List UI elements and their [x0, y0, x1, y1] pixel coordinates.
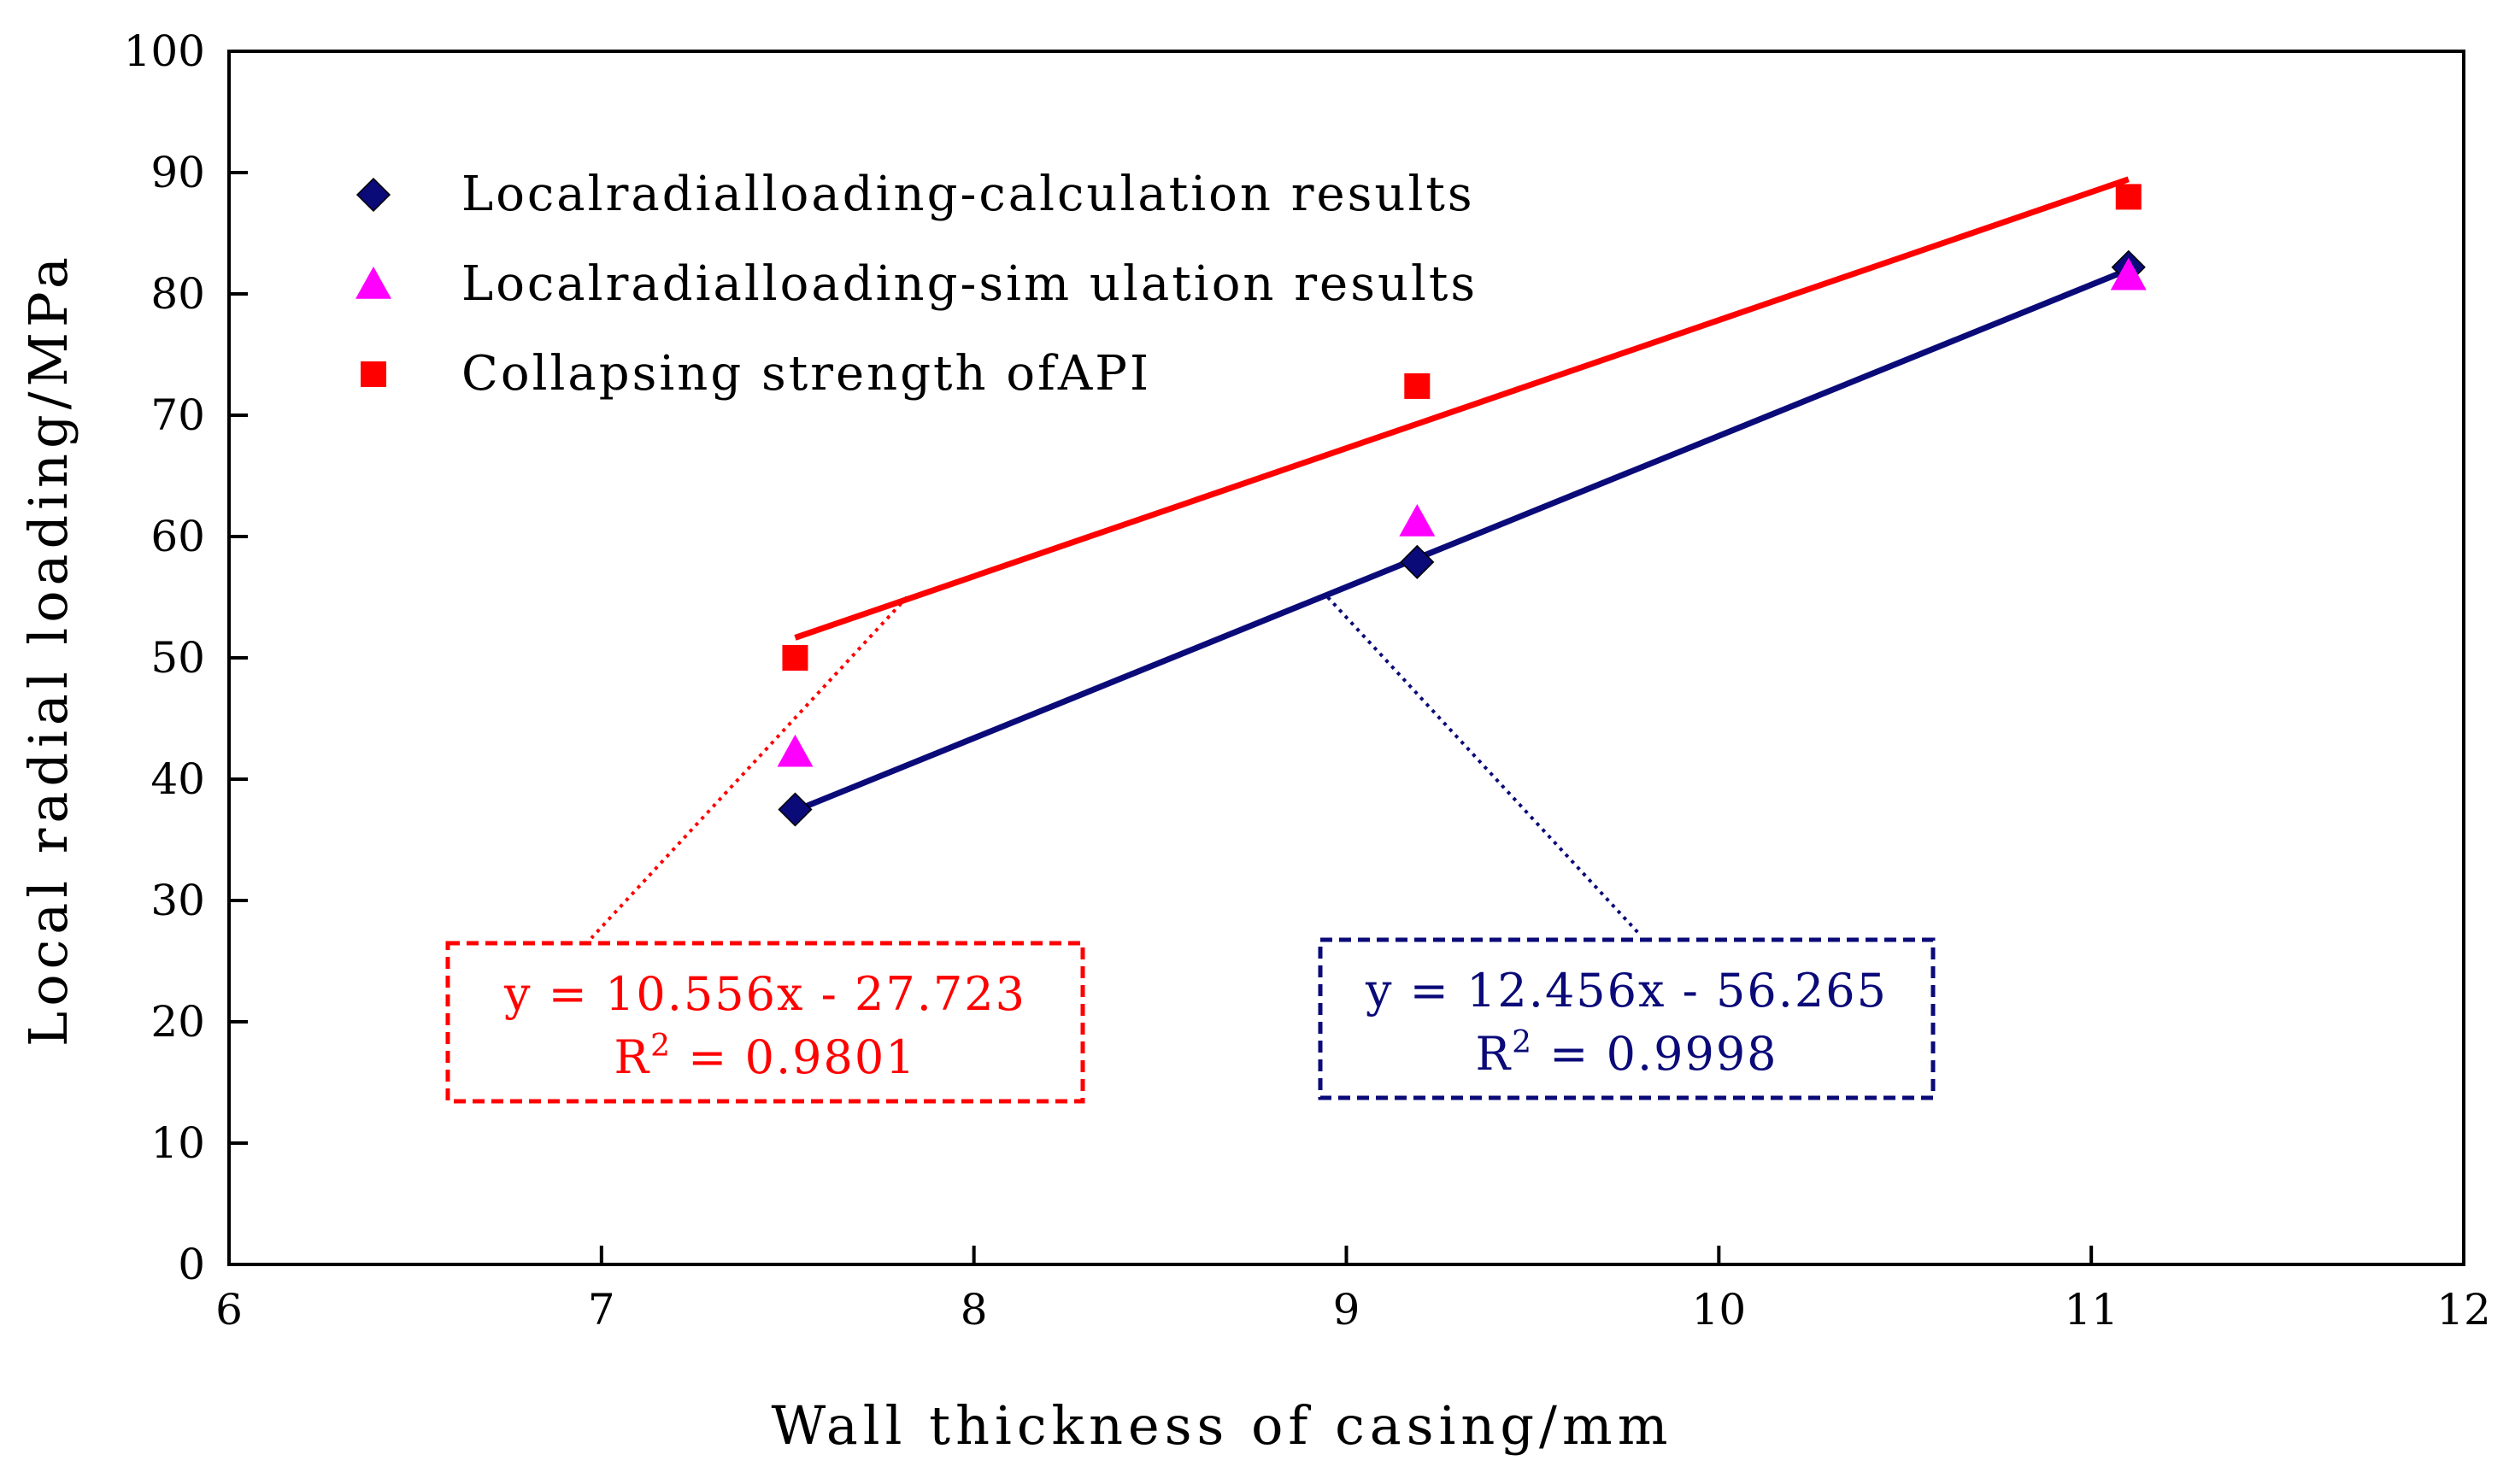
legend: Localradialloading-calculation results Lo…	[356, 167, 1478, 402]
y-axis: 0 10 20 30 40 50 60 70 80 90 100	[124, 26, 248, 1289]
data-point-square	[2115, 184, 2142, 210]
y-tick-label: 50	[150, 633, 205, 683]
legend-marker-square	[361, 361, 386, 387]
x-tick-label: 7	[588, 1285, 615, 1334]
data-point-diamond	[1400, 544, 1435, 579]
y-tick-label: 80	[150, 269, 205, 319]
trendline-annotations: y = 10.556x - 27.723 R2 = 0.9801 y = 12.45…	[445, 595, 1936, 1104]
legend-marker-triangle	[356, 267, 391, 299]
trendline-calculation	[794, 267, 2130, 814]
legend-label: Localradialloading-sim ulation results	[461, 256, 1478, 312]
annotation-box	[445, 941, 1085, 1104]
y-tick-label: 10	[150, 1118, 205, 1168]
data-point-diamond	[778, 792, 813, 827]
legend-marker-diamond	[356, 177, 391, 213]
y-tick-label: 100	[124, 26, 205, 76]
trendline-api	[794, 176, 2130, 641]
legend-label: Localradialloading-calculation results	[461, 167, 1475, 222]
data-point-triangle	[777, 734, 814, 767]
x-tick-label: 10	[1692, 1285, 1747, 1334]
x-axis: 6 7 8 9 10 11 12	[215, 1246, 2491, 1334]
trendline-r-squared: R2 = 0.9801	[614, 1029, 916, 1084]
data-point-square	[782, 645, 808, 671]
y-tick-label: 90	[150, 148, 205, 197]
x-tick-label: 8	[961, 1285, 988, 1334]
data-point-triangle	[2110, 257, 2147, 290]
trendlines	[794, 176, 2130, 814]
trendline-equation: y = 10.556x - 27.723	[503, 967, 1026, 1021]
annotation-leader-line	[590, 595, 908, 940]
x-tick-label: 11	[2064, 1285, 2118, 1334]
x-tick-label: 6	[215, 1285, 243, 1334]
y-tick-label: 40	[150, 754, 205, 804]
trendline-equation: y = 12.456x - 56.265	[1365, 964, 1888, 1018]
y-axis-title: Local radial loading/MPa	[17, 252, 79, 1047]
y-tick-label: 30	[150, 876, 205, 925]
y-tick-label: 0	[178, 1240, 205, 1289]
x-axis-title: Wall thickness of casing/mm	[771, 1394, 1672, 1457]
data-markers	[777, 184, 2147, 827]
data-point-square	[1404, 372, 1431, 399]
y-tick-label: 70	[150, 390, 205, 440]
trendline-r-squared: R2 = 0.9998	[1475, 1025, 1778, 1081]
legend-label: Collapsing strength ofAPI	[461, 346, 1151, 402]
data-point-triangle	[1399, 503, 1436, 537]
annotation-box	[1318, 937, 1936, 1100]
x-tick-label: 12	[2436, 1285, 2491, 1334]
y-tick-label: 60	[150, 512, 205, 561]
y-tick-label: 20	[150, 997, 205, 1047]
x-tick-label: 9	[1333, 1285, 1360, 1334]
annotation-leader-line	[1326, 595, 1642, 936]
